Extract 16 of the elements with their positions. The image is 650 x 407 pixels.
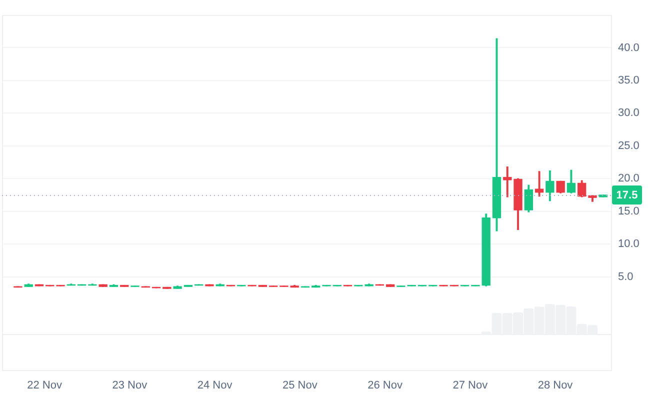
ref-line-label: 17.5 xyxy=(616,189,638,202)
x-tick-label: 24 Nov xyxy=(197,380,233,392)
y-tick-label: 40.0 xyxy=(618,42,640,54)
x-tick-label: 25 Nov xyxy=(282,380,318,392)
y-tick-label: 5.0 xyxy=(618,270,634,283)
x-tick-label: 22 Nov xyxy=(27,380,62,392)
y-tick-label: 15.0 xyxy=(618,205,640,218)
y-tick-label: 30.0 xyxy=(618,107,640,120)
y-tick-label: 35.0 xyxy=(618,74,640,86)
x-tick-label: 27 Nov xyxy=(452,380,488,392)
x-tick-label: 28 Nov xyxy=(538,380,574,392)
x-tick-label: 26 Nov xyxy=(368,380,403,392)
y-tick-label: 20.0 xyxy=(618,172,640,185)
y-tick-label: 10.0 xyxy=(618,238,640,250)
x-tick-label: 23 Nov xyxy=(112,380,148,392)
y-tick-label: 25.0 xyxy=(618,140,640,152)
